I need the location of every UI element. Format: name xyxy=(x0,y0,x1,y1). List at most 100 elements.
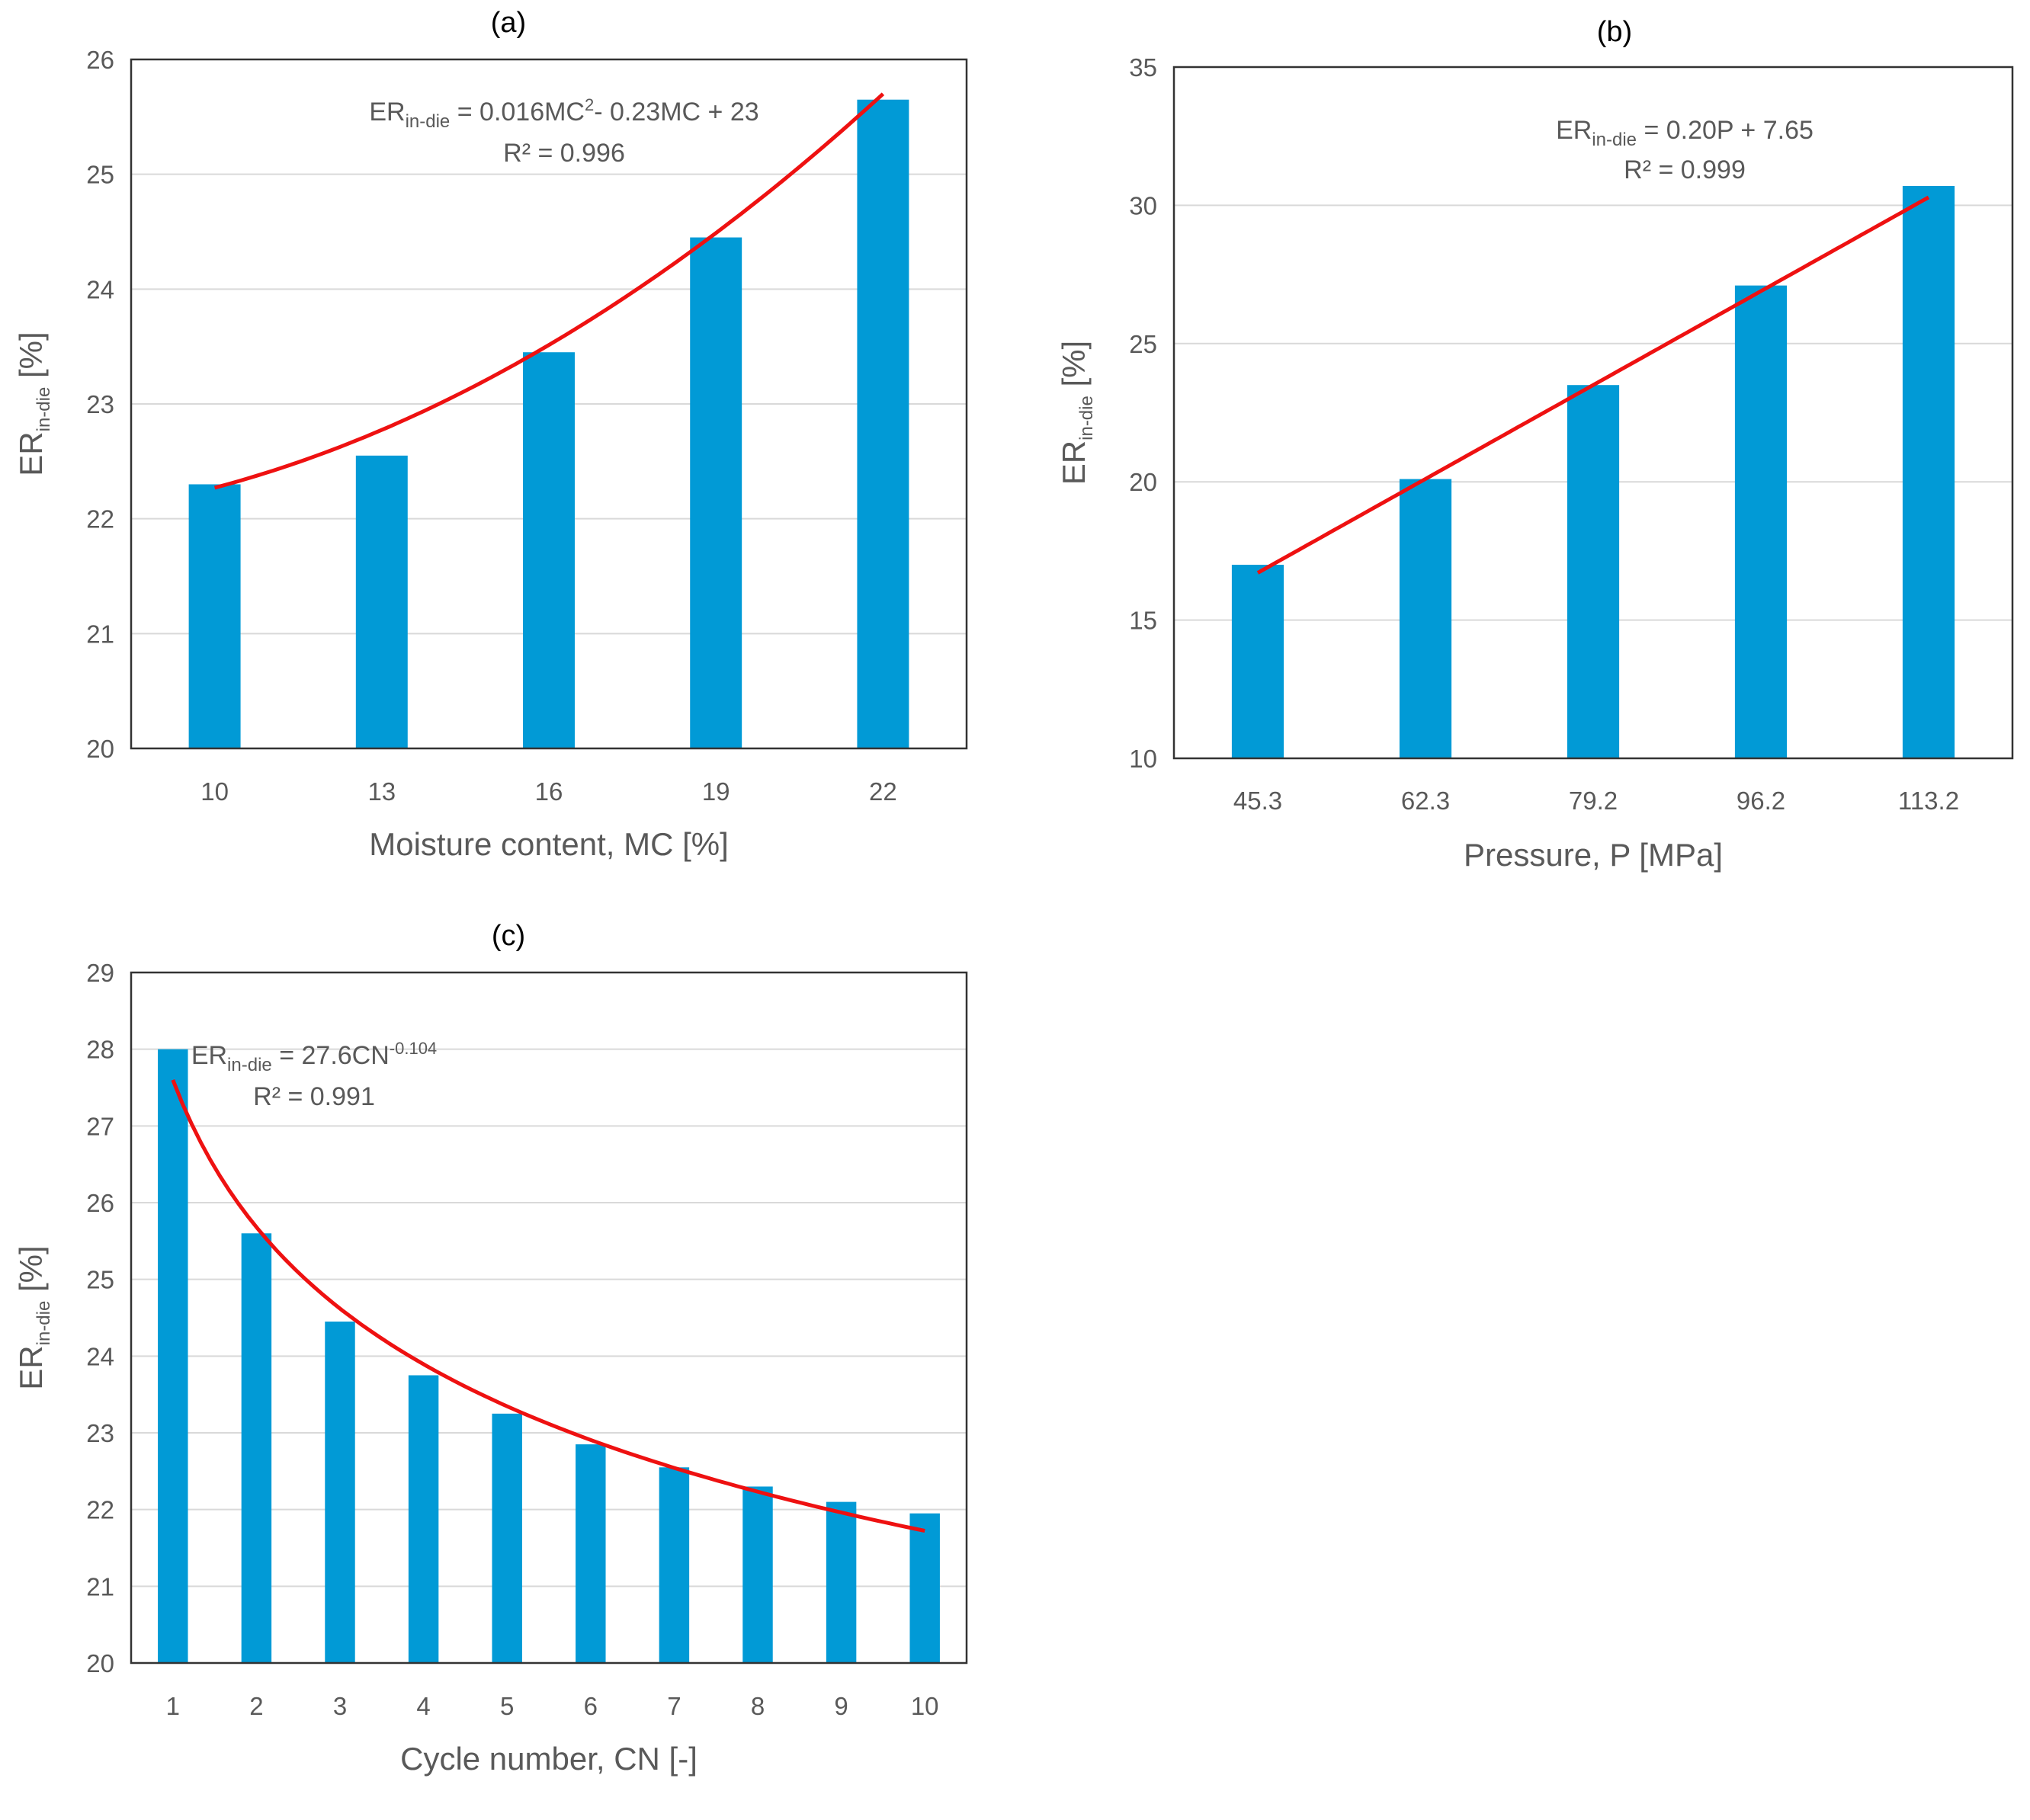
equation-exponent: 2 xyxy=(585,95,594,114)
y-tick-label: 26 xyxy=(86,46,114,74)
x-tick-label: 13 xyxy=(367,777,396,806)
r-squared-label: R² = 0.999 xyxy=(1624,155,1746,184)
y-tick-label: 23 xyxy=(86,390,114,418)
equation-rhs: = 0.20P + 7.65 xyxy=(1637,116,1814,145)
bar-8 xyxy=(742,1486,773,1663)
r-squared-label: R² = 0.996 xyxy=(503,139,625,168)
x-tick-label: 7 xyxy=(667,1692,681,1720)
y-tick-label: 26 xyxy=(86,1189,114,1217)
equation-lhs-sub: in-die xyxy=(406,111,451,132)
bar-4 xyxy=(408,1375,439,1663)
x-axis-label: Cycle number, CN [-] xyxy=(400,1741,698,1777)
equation-lhs-sub: in-die xyxy=(1592,130,1637,150)
bar-9 xyxy=(826,1501,857,1663)
panel-title: (c) xyxy=(492,920,525,952)
bar-79.2 xyxy=(1567,385,1620,758)
bar-10 xyxy=(188,484,241,748)
equation-lhs-sub: in-die xyxy=(227,1055,272,1075)
y-tick-label: 25 xyxy=(86,1266,114,1294)
bar-19 xyxy=(690,237,742,748)
y-tick-label: 35 xyxy=(1129,53,1157,82)
x-tick-label: 9 xyxy=(834,1692,848,1720)
x-tick-label: 19 xyxy=(702,777,730,806)
equation-rhs: = 27.6CN xyxy=(272,1041,390,1070)
y-tick-label: 21 xyxy=(86,1572,114,1601)
y-tick-label: 24 xyxy=(86,275,114,303)
y-tick-label: 25 xyxy=(1129,330,1157,358)
trendline xyxy=(1256,195,1930,575)
x-axis-label: Moisture content, MC [%] xyxy=(369,826,729,862)
y-axis-label-sub: in-die xyxy=(34,1301,54,1346)
y-tick-label: 21 xyxy=(86,620,114,648)
x-tick-label: 10 xyxy=(200,777,229,806)
equation-lhs: ER xyxy=(1556,116,1592,145)
bar-62.3 xyxy=(1399,479,1452,758)
trendline xyxy=(171,1078,925,1533)
y-tick-label: 22 xyxy=(86,505,114,534)
x-tick-label: 4 xyxy=(416,1692,430,1720)
bar-113.2 xyxy=(1902,186,1955,758)
bar-5 xyxy=(492,1413,522,1663)
bar-45.3 xyxy=(1231,565,1284,758)
y-tick-label: 22 xyxy=(86,1496,114,1524)
bar-13 xyxy=(355,455,408,748)
trendline xyxy=(213,92,885,490)
y-tick-label: 10 xyxy=(1129,745,1157,773)
y-axis-label-unit: [%] xyxy=(13,332,49,386)
equation-lhs: ER xyxy=(191,1041,227,1070)
bar-10 xyxy=(909,1513,940,1663)
equation-exponent: -0.104 xyxy=(390,1039,437,1058)
y-tick-label: 30 xyxy=(1129,191,1157,219)
trend-equation: ERin-die = 0.016MC2- 0.23MC + 23 xyxy=(369,95,758,132)
x-tick-label: 3 xyxy=(333,1692,347,1720)
y-axis-label-main: ER xyxy=(13,1345,49,1389)
y-tick-label: 15 xyxy=(1129,607,1157,635)
x-tick-label: 62.3 xyxy=(1401,787,1450,815)
equation-rhs: = 0.016MC xyxy=(450,98,585,127)
x-tick-label: 10 xyxy=(911,1692,939,1720)
equation-lhs: ER xyxy=(369,98,405,127)
chart-panel-a: (a) 20 21 22 23 24 25 26 10 13 16 19 22 Moisture cont… xyxy=(13,7,968,862)
x-tick-label: 45.3 xyxy=(1233,787,1282,815)
bar-6 xyxy=(576,1444,606,1663)
x-tick-label: 79.2 xyxy=(1569,787,1618,815)
x-tick-label: 16 xyxy=(535,777,563,806)
equation-tail: - 0.23MC + 23 xyxy=(594,98,758,127)
y-tick-label: 20 xyxy=(86,1649,114,1677)
panel-title: (a) xyxy=(491,7,526,39)
y-axis-label-main: ER xyxy=(1056,441,1092,485)
y-tick-label: 20 xyxy=(86,735,114,763)
x-tick-label: 6 xyxy=(584,1692,598,1720)
y-tick-label: 24 xyxy=(86,1342,114,1370)
x-tick-label: 5 xyxy=(500,1692,514,1720)
chart-panel-b: (b) 10 15 20 25 30 35 45.3 62.3 79.2 96.2 113.2 Pres… xyxy=(1056,16,2014,873)
x-axis-label: Pressure, P [MPa] xyxy=(1464,837,1723,873)
bar-3 xyxy=(325,1322,355,1663)
y-tick-label: 23 xyxy=(86,1419,114,1447)
y-axis-label-sub: in-die xyxy=(1076,396,1097,441)
r-squared-label: R² = 0.991 xyxy=(253,1082,375,1111)
y-tick-label: 27 xyxy=(86,1112,114,1140)
x-tick-label: 113.2 xyxy=(1898,787,1959,815)
bar-96.2 xyxy=(1734,285,1788,758)
trend-equation: ERin-die = 0.20P + 7.65 xyxy=(1556,116,1814,150)
plot-frame xyxy=(130,58,968,750)
y-axis-label: ERin-die [%] xyxy=(13,1245,54,1389)
x-tick-label: 1 xyxy=(166,1692,180,1720)
y-tick-label: 25 xyxy=(86,161,114,189)
x-tick-label: 2 xyxy=(249,1692,263,1720)
y-tick-label: 20 xyxy=(1129,468,1157,496)
bar-1 xyxy=(158,1049,188,1663)
y-axis-label-unit: [%] xyxy=(1056,341,1092,396)
y-axis-label-main: ER xyxy=(13,431,49,476)
panel-title: (b) xyxy=(1597,16,1632,48)
x-tick-label: 22 xyxy=(869,777,897,806)
y-axis-label: ERin-die [%] xyxy=(13,332,54,476)
trend-equation: ERin-die = 27.6CN-0.104 xyxy=(191,1039,437,1075)
y-axis-label: ERin-die [%] xyxy=(1056,341,1097,485)
plot-frame xyxy=(130,971,968,1665)
bar-7 xyxy=(659,1467,690,1663)
bar-22 xyxy=(857,99,909,748)
